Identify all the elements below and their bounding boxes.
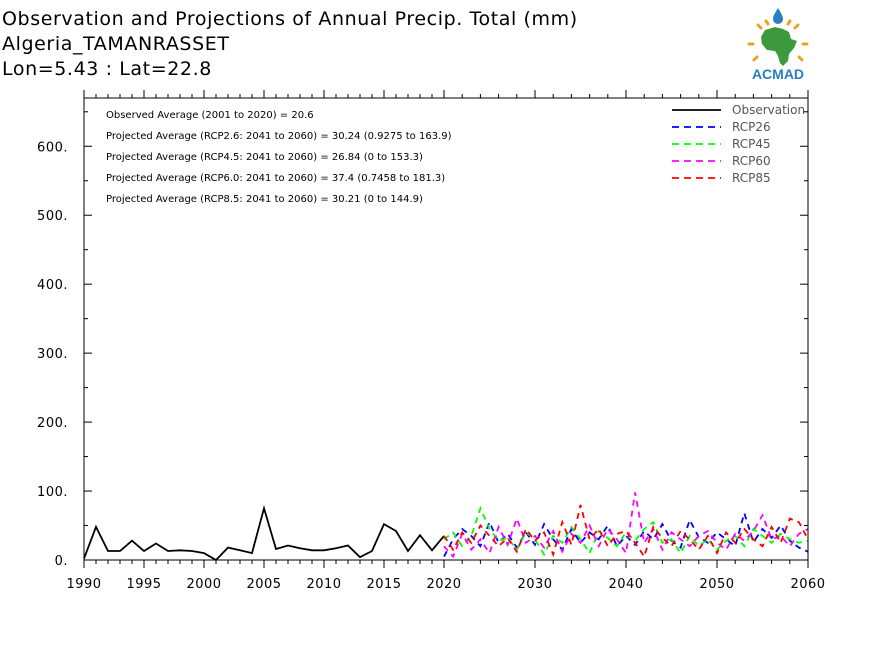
annotation-line: Projected Average (RCP8.5: 2041 to 2060)… (106, 194, 423, 205)
x-tick-label: 2050 (699, 577, 734, 592)
station-name: Algeria_TAMANRASSET (2, 33, 230, 55)
africa-map-icon (761, 27, 797, 66)
x-tick-label: 1990 (66, 577, 101, 592)
y-tick-label: 0. (55, 554, 68, 569)
series-line-rcp45 (443, 505, 809, 557)
x-tick-label: 1995 (126, 577, 161, 592)
x-tick-label: 2010 (306, 577, 341, 592)
y-tick-label: 400. (37, 278, 68, 293)
series-line-observation (83, 504, 445, 562)
x-tick-label: 2030 (517, 577, 552, 592)
x-tick-label: 2020 (426, 577, 461, 592)
legend-label-rcp60: RCP60 (732, 154, 771, 168)
x-tick-label: 2060 (790, 577, 825, 592)
series-line-rcp26 (443, 509, 809, 558)
legend-label-observation: Observation (732, 103, 805, 117)
y-tick-label: 500. (37, 209, 68, 224)
y-tick-label: 200. (37, 416, 68, 431)
acmad-logo-graphic: ACMAD (747, 8, 809, 82)
x-tick-label: 2000 (186, 577, 221, 592)
chart-legend: Observation RCP26 RCP45 RCP60 RCP85 (672, 103, 805, 185)
annotation-line: Projected Average (RCP4.5: 2041 to 2060)… (106, 152, 423, 163)
annotation-line: Observed Average (2001 to 2020) = 20.6 (106, 110, 314, 121)
station-coordinates: Lon=5.43 : Lat=22.8 (2, 58, 212, 80)
water-drop-icon (773, 8, 783, 24)
y-tick-label: 100. (37, 485, 68, 500)
chart-series (83, 492, 809, 562)
x-tick-label: 2040 (608, 577, 643, 592)
x-tick-label: 2005 (246, 577, 281, 592)
y-tick-label: 300. (37, 347, 68, 362)
acmad-logo: ACMAD (735, 6, 821, 86)
logo-text: ACMAD (752, 66, 804, 82)
series-line-rcp85 (443, 504, 809, 559)
annotation-line: Projected Average (RCP6.0: 2041 to 2060)… (106, 173, 445, 184)
plot-frame (83, 97, 809, 561)
x-tick-label: 2015 (366, 577, 401, 592)
chart-title: Observation and Projections of Annual Pr… (2, 8, 578, 30)
y-tick-label: 600. (37, 140, 68, 155)
legend-label-rcp85: RCP85 (732, 171, 771, 185)
annotation-line: Projected Average (RCP2.6: 2041 to 2060)… (106, 131, 452, 142)
series-line-rcp60 (443, 492, 809, 559)
chart-annotations: Observed Average (2001 to 2020) = 20.6 Pr… (106, 110, 452, 205)
chart-axes: 0. 100. 200. 300. 400. 500. 600. 1990 1995 2000 20… (37, 90, 825, 592)
legend-label-rcp26: RCP26 (732, 120, 771, 134)
legend-label-rcp45: RCP45 (732, 137, 771, 151)
